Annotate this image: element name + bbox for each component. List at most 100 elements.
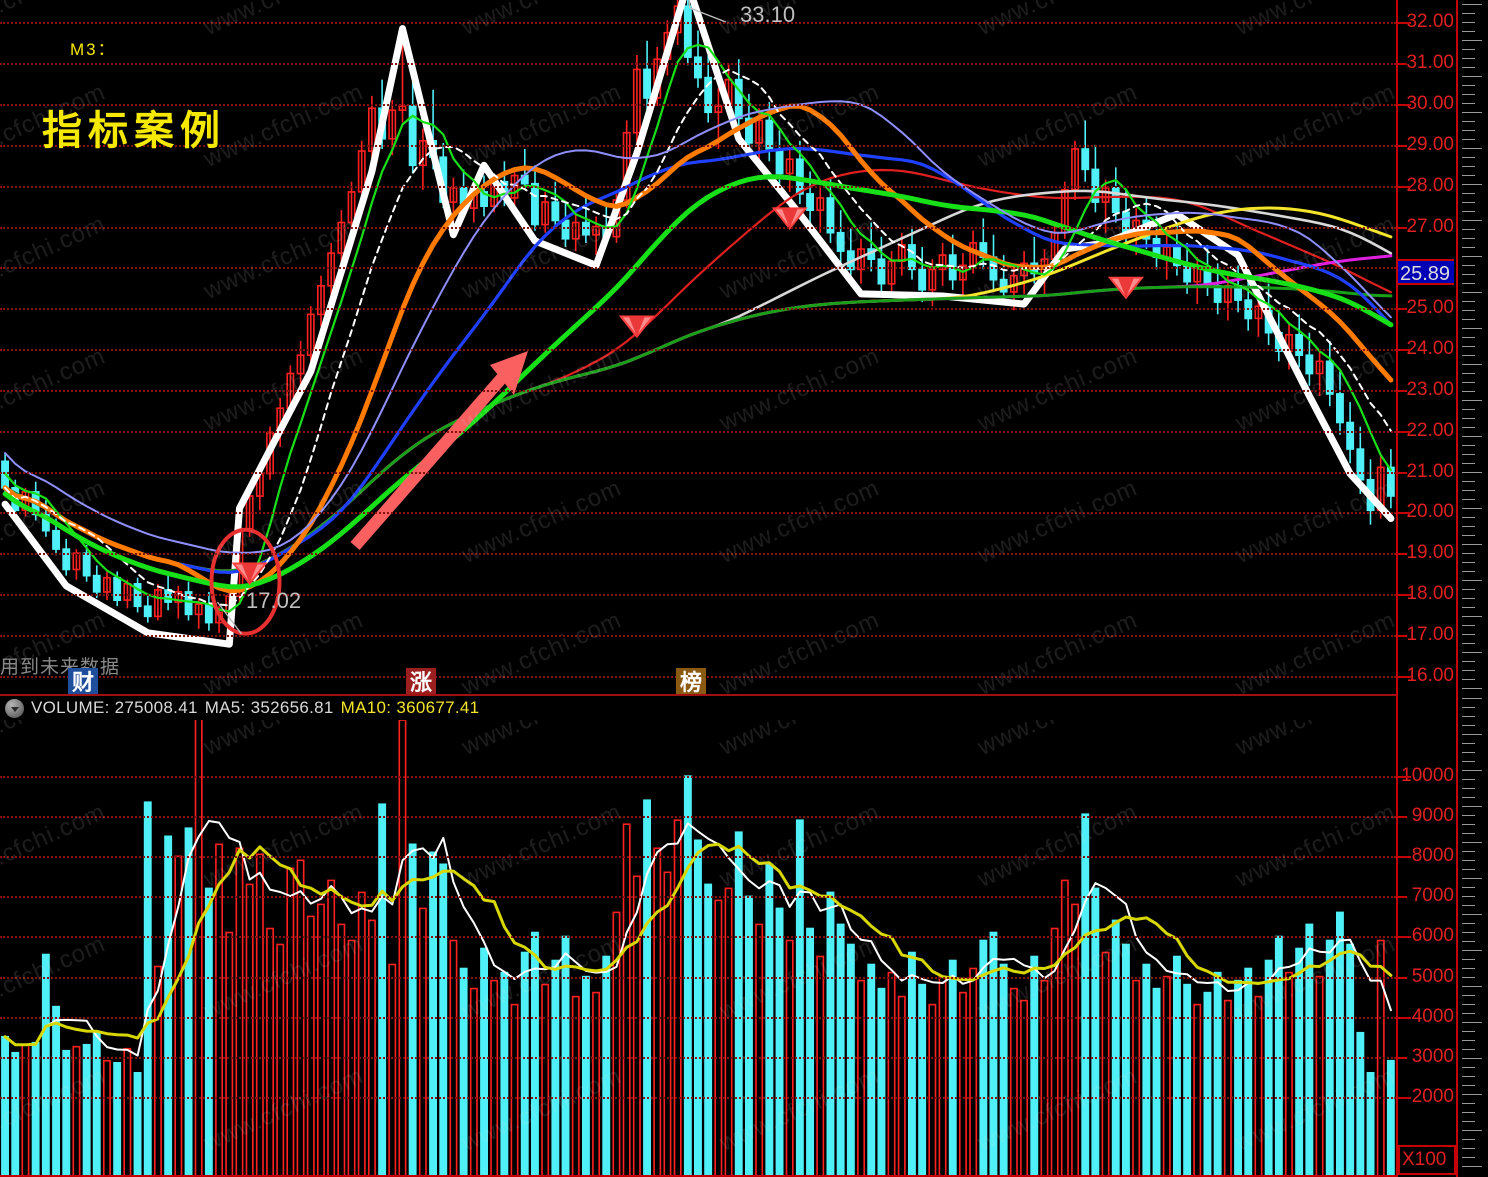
- ruler-tick: [1462, 58, 1475, 59]
- ruler-tick: [1462, 896, 1475, 897]
- price-axis-tick: [1398, 512, 1411, 515]
- ruler-tick: [1462, 175, 1475, 176]
- ruler-tick: [1462, 112, 1482, 113]
- ellipse-highlight: [209, 527, 282, 636]
- price-axis-tick: [1398, 675, 1411, 678]
- volume-axis-tick-label: 5000: [1411, 965, 1454, 987]
- ruler-tick: [1462, 409, 1475, 410]
- ruler-tick: [1462, 382, 1475, 383]
- ruler-tick: [1462, 643, 1475, 644]
- ruler-tick: [1462, 40, 1482, 41]
- price-scrollbar-ruler[interactable]: [1456, 0, 1488, 694]
- price-axis-tick: [1398, 349, 1411, 352]
- ruler-tick: [1462, 103, 1475, 104]
- ruler-tick: [1462, 1112, 1475, 1113]
- ruler-tick: [1462, 1058, 1482, 1059]
- price-axis-tick-label: 27.00: [1406, 215, 1454, 237]
- gridline: [0, 634, 1396, 637]
- m3-label: M3：: [70, 40, 117, 59]
- price-axis[interactable]: 32.0031.0030.0029.0028.0027.0026.0025.00…: [1396, 0, 1460, 694]
- price-axis-tick: [1398, 144, 1407, 147]
- gridline: [0, 144, 1396, 147]
- price-axis-tick-label: 23.00: [1406, 378, 1454, 400]
- volume-scrollbar-ruler[interactable]: [1456, 694, 1488, 1177]
- ruler-tick: [1462, 688, 1482, 689]
- price-axis-tick: [1398, 389, 1407, 392]
- ruler-tick: [1462, 968, 1475, 969]
- gridline: [0, 267, 1396, 270]
- gridline: [0, 1016, 1396, 1019]
- gridline: [0, 430, 1396, 433]
- price-plot-area[interactable]: www.cfchi.com www.cfchi.com www.cfchi.com w…: [0, 0, 1396, 694]
- diamond-signal-icon: [618, 315, 655, 339]
- volume-plot-area[interactable]: www.cfchi.com www.cfchi.com www.cfchi.com w…: [0, 720, 1396, 1177]
- volume-header[interactable]: VOLUME: 275008.41 MA5: 352656.81 MA10: 3…: [0, 694, 1396, 720]
- gridline: [0, 776, 1396, 779]
- ruler-tick: [1462, 1049, 1475, 1050]
- ruler-tick: [1462, 670, 1475, 671]
- volume-axis-tick: [1398, 1096, 1411, 1099]
- ruler-tick: [1462, 535, 1475, 536]
- volume-axis-tick-label: 10000: [1401, 765, 1454, 787]
- ruler-tick: [1462, 716, 1475, 717]
- price-axis-tick: [1398, 185, 1411, 188]
- ruler-tick: [1462, 454, 1475, 455]
- ruler-tick: [1462, 977, 1475, 978]
- price-axis-tick: [1398, 471, 1407, 474]
- ruler-tick: [1462, 94, 1475, 95]
- ruler-tick: [1462, 67, 1475, 68]
- ruler-tick: [1462, 1031, 1475, 1032]
- ruler-tick: [1462, 301, 1475, 302]
- volume-axis-tick: [1398, 1016, 1411, 1019]
- future-data-note: 用到未来数据: [0, 657, 121, 678]
- ruler-tick: [1462, 788, 1475, 789]
- ruler-tick: [1462, 472, 1482, 473]
- ruler-tick: [1462, 292, 1482, 293]
- gridline: [0, 308, 1396, 311]
- gridline: [0, 512, 1396, 515]
- volume-axis[interactable]: 10000 9000 8000 7000 6000 5000 4000 3000 2000: [1396, 694, 1460, 1177]
- volume-axis-tick-label: 3000: [1411, 1045, 1454, 1067]
- ruler-tick: [1462, 229, 1475, 230]
- ruler-tick: [1462, 1067, 1475, 1068]
- brand-char-zhang: 涨: [406, 668, 436, 694]
- ruler-tick: [1462, 959, 1475, 960]
- gridline: [0, 63, 1396, 66]
- low-price-label: 17.02: [246, 588, 302, 613]
- ruler-tick: [1462, 193, 1475, 194]
- brand-char-bang: 榜: [676, 668, 706, 694]
- ruler-tick: [1462, 770, 1482, 771]
- price-axis-tick: [1398, 593, 1411, 596]
- ruler-tick: [1462, 752, 1475, 753]
- gridline: [0, 936, 1396, 939]
- gridline: [0, 816, 1396, 819]
- ruler-tick: [1462, 589, 1475, 590]
- ruler-tick: [1462, 1139, 1475, 1140]
- gridline: [0, 1096, 1396, 1099]
- ruler-tick: [1462, 580, 1482, 581]
- ruler-tick: [1462, 824, 1475, 825]
- price-axis-tick-label: 20.00: [1406, 501, 1454, 523]
- ruler-tick: [1462, 328, 1482, 329]
- gridline: [0, 976, 1396, 979]
- ruler-tick: [1462, 310, 1475, 311]
- ruler-tick: [1462, 1130, 1482, 1131]
- price-axis-tick-label: 31.00: [1406, 52, 1454, 74]
- ruler-tick: [1462, 878, 1482, 879]
- gridline: [0, 593, 1396, 596]
- gridline: [0, 349, 1396, 352]
- high-price-label: 33.10: [740, 2, 796, 27]
- gridline: [0, 471, 1396, 474]
- chevron-down-circle-icon[interactable]: [5, 698, 24, 718]
- ruler-tick: [1462, 914, 1482, 915]
- price-axis-tick: [1398, 226, 1407, 229]
- current-price-badge: 25.89: [1398, 258, 1454, 285]
- price-axis-tick-label: 16.00: [1406, 664, 1454, 686]
- ruler-tick: [1462, 1076, 1475, 1077]
- ruler-tick: [1462, 986, 1482, 987]
- ruler-tick: [1462, 887, 1475, 888]
- volume-axis-tick-label: 2000: [1411, 1085, 1454, 1107]
- ruler-tick: [1462, 121, 1475, 122]
- ruler-tick: [1462, 337, 1475, 338]
- gridline: [0, 226, 1396, 229]
